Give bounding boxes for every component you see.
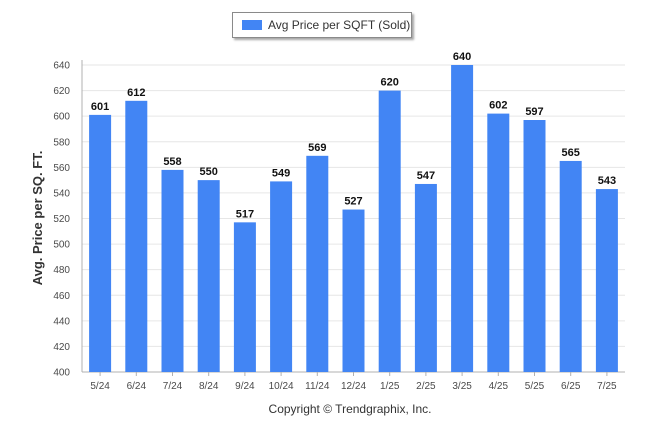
y-tick-label: 640	[53, 61, 70, 72]
legend-label: Avg Price per SQFT (Sold)	[268, 18, 411, 32]
x-tick-label: 7/25	[597, 381, 617, 392]
data-label: 547	[417, 170, 435, 182]
bars	[89, 65, 618, 373]
y-tick-label: 600	[53, 112, 70, 123]
y-tick-labels: 400 420 440 460 480 500 520 540 560 580 600 620 640	[53, 61, 70, 379]
bar[interactable]	[233, 222, 256, 372]
bar[interactable]	[523, 120, 546, 372]
x-tick-label: 7/24	[163, 381, 183, 392]
legend[interactable]: Avg Price per SQFT (Sold)	[232, 12, 412, 38]
x-tick-label: 3/25	[452, 381, 472, 392]
bar[interactable]	[378, 90, 401, 372]
y-axis-title: Avg. Price per SQ. FT.	[30, 151, 45, 286]
legend-swatch	[242, 20, 262, 30]
data-label: 558	[163, 156, 181, 168]
copyright-text: Copyright © Trendgraphix, Inc.	[268, 402, 432, 416]
bar[interactable]	[197, 180, 220, 372]
x-tick-label: 2/25	[416, 381, 436, 392]
x-tick-label: 10/24	[269, 381, 294, 392]
y-tick-label: 440	[53, 316, 70, 327]
x-tick-label: 9/24	[235, 381, 255, 392]
bar[interactable]	[595, 189, 618, 372]
y-tick-label: 500	[53, 240, 70, 251]
y-tick-label: 560	[53, 163, 70, 174]
data-label: 543	[598, 175, 616, 187]
y-tick-label: 540	[53, 188, 70, 199]
y-tick-label: 620	[53, 86, 70, 97]
bar[interactable]	[161, 169, 184, 372]
bar[interactable]	[487, 113, 510, 372]
data-label: 640	[453, 51, 471, 63]
data-label: 620	[381, 77, 399, 89]
data-label: 517	[236, 208, 254, 220]
data-label: 569	[308, 142, 326, 154]
bar[interactable]	[559, 160, 582, 372]
data-label: 597	[525, 106, 543, 118]
x-tick-label: 5/25	[525, 381, 545, 392]
x-tick-label: 1/25	[380, 381, 400, 392]
x-tick-label: 4/25	[489, 381, 509, 392]
bar[interactable]	[414, 183, 437, 372]
bar[interactable]	[306, 155, 329, 372]
bar[interactable]	[125, 100, 148, 373]
x-tick-label: 5/24	[90, 381, 110, 392]
y-tick-label: 580	[53, 137, 70, 148]
y-tick-label: 460	[53, 291, 70, 302]
data-label: 565	[562, 147, 580, 159]
data-label: 601	[91, 101, 109, 113]
x-tick-label: 8/24	[199, 381, 219, 392]
y-tick-label: 520	[53, 214, 70, 225]
bar[interactable]	[342, 209, 365, 372]
x-tick-label: 6/25	[561, 381, 581, 392]
x-tick-label: 6/24	[127, 381, 147, 392]
bar[interactable]	[89, 114, 112, 372]
x-tick-label: 11/24	[305, 381, 330, 392]
y-tick-label: 400	[53, 368, 70, 379]
data-label: 527	[344, 196, 362, 208]
bar[interactable]	[270, 181, 293, 372]
y-tick-label: 480	[53, 265, 70, 276]
x-tick-label: 12/24	[341, 381, 366, 392]
data-label: 612	[127, 87, 145, 99]
data-label: 602	[489, 100, 507, 112]
bar[interactable]	[451, 65, 474, 372]
data-label: 549	[272, 167, 290, 179]
data-label: 550	[200, 166, 218, 178]
y-tick-label: 420	[53, 342, 70, 353]
x-tick-labels: 5/24 6/24 7/24 8/24 9/24 10/24 11/24 12/24 1/25 2…	[90, 381, 617, 392]
value-labels: 601 612 558 550 517 549 569 527 620 547 640 602 597 5…	[91, 51, 616, 220]
